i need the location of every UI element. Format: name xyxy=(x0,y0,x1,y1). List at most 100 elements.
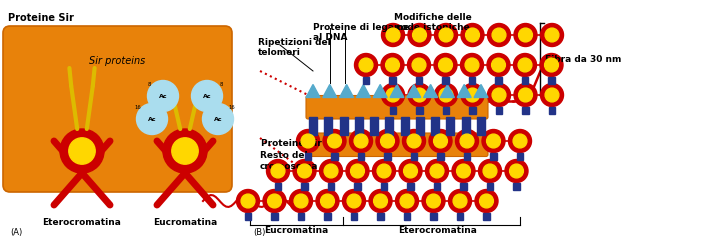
FancyBboxPatch shape xyxy=(306,133,488,156)
Bar xyxy=(363,77,369,84)
Polygon shape xyxy=(424,85,438,97)
Circle shape xyxy=(518,58,532,72)
FancyBboxPatch shape xyxy=(3,26,232,192)
Text: Ac: Ac xyxy=(159,94,168,98)
Bar xyxy=(302,182,308,190)
Bar xyxy=(355,117,363,135)
Circle shape xyxy=(369,190,392,212)
Text: Fibra da 30 nm: Fibra da 30 nm xyxy=(545,54,621,63)
Circle shape xyxy=(475,190,498,212)
Bar xyxy=(309,117,317,135)
Bar xyxy=(298,212,304,219)
Text: 16: 16 xyxy=(135,105,141,110)
Circle shape xyxy=(461,53,483,77)
Bar xyxy=(354,182,361,190)
Circle shape xyxy=(327,134,342,148)
Bar xyxy=(469,77,476,84)
Circle shape xyxy=(488,84,511,106)
Circle shape xyxy=(456,130,478,153)
Circle shape xyxy=(202,104,233,134)
Bar xyxy=(463,153,471,159)
Circle shape xyxy=(372,159,396,182)
Text: Ac: Ac xyxy=(202,94,211,98)
Bar xyxy=(446,117,454,135)
Circle shape xyxy=(289,190,312,212)
Bar xyxy=(324,212,331,219)
Circle shape xyxy=(354,53,377,77)
Text: Eucromatina: Eucromatina xyxy=(264,226,328,235)
Bar xyxy=(416,77,422,84)
Bar xyxy=(431,212,437,219)
Text: Proteine di legame
al DNA: Proteine di legame al DNA xyxy=(313,23,409,42)
Bar xyxy=(381,182,387,190)
Circle shape xyxy=(404,164,417,178)
Circle shape xyxy=(453,194,467,208)
Bar xyxy=(328,182,334,190)
Circle shape xyxy=(488,24,511,46)
Circle shape xyxy=(381,53,404,77)
Circle shape xyxy=(163,129,207,173)
Circle shape xyxy=(466,28,479,42)
Circle shape xyxy=(376,130,399,153)
Circle shape xyxy=(321,194,334,208)
Bar xyxy=(275,182,282,190)
Circle shape xyxy=(60,129,104,173)
Bar xyxy=(491,153,497,159)
Circle shape xyxy=(545,58,558,72)
Bar xyxy=(351,212,357,219)
Circle shape xyxy=(381,84,404,106)
Circle shape xyxy=(426,194,441,208)
Circle shape xyxy=(349,130,372,153)
Circle shape xyxy=(400,194,414,208)
Text: Modifiche delle
code istoniche: Modifiche delle code istoniche xyxy=(394,13,472,32)
Circle shape xyxy=(386,28,400,42)
Text: Proteine Sir: Proteine Sir xyxy=(8,13,74,23)
Circle shape xyxy=(412,58,426,72)
Polygon shape xyxy=(339,85,354,97)
Circle shape xyxy=(482,130,505,153)
Bar xyxy=(411,153,417,159)
Circle shape xyxy=(540,53,563,77)
Circle shape xyxy=(439,88,453,102)
Circle shape xyxy=(505,159,528,182)
Circle shape xyxy=(426,159,448,182)
Circle shape xyxy=(508,130,531,153)
Polygon shape xyxy=(323,85,337,97)
Circle shape xyxy=(438,58,453,72)
Bar xyxy=(272,212,278,219)
Text: Eterocromatina: Eterocromatina xyxy=(43,218,121,227)
Text: Sir proteins: Sir proteins xyxy=(89,56,145,66)
Circle shape xyxy=(263,190,286,212)
Circle shape xyxy=(413,28,426,42)
Circle shape xyxy=(403,130,426,153)
Polygon shape xyxy=(306,85,320,97)
Text: Ac: Ac xyxy=(148,116,156,122)
Bar xyxy=(469,106,476,113)
Circle shape xyxy=(434,24,458,46)
Circle shape xyxy=(492,28,506,42)
Text: (A): (A) xyxy=(10,228,22,237)
Text: 16: 16 xyxy=(229,105,235,110)
Bar xyxy=(404,212,410,219)
Text: (B): (B) xyxy=(253,228,265,237)
Circle shape xyxy=(461,84,484,106)
Bar xyxy=(370,117,378,135)
Polygon shape xyxy=(373,85,387,97)
Circle shape xyxy=(267,194,282,208)
Bar xyxy=(457,212,463,219)
Circle shape xyxy=(408,24,431,46)
Circle shape xyxy=(386,58,399,72)
Circle shape xyxy=(374,194,387,208)
Circle shape xyxy=(68,138,96,164)
Circle shape xyxy=(192,80,222,112)
Circle shape xyxy=(381,134,394,148)
Circle shape xyxy=(408,84,431,106)
Bar xyxy=(522,77,528,84)
Polygon shape xyxy=(441,85,454,97)
Bar xyxy=(523,106,529,113)
Circle shape xyxy=(297,164,312,178)
Bar xyxy=(437,153,443,159)
Bar xyxy=(384,153,391,159)
Circle shape xyxy=(386,88,400,102)
Circle shape xyxy=(439,28,453,42)
